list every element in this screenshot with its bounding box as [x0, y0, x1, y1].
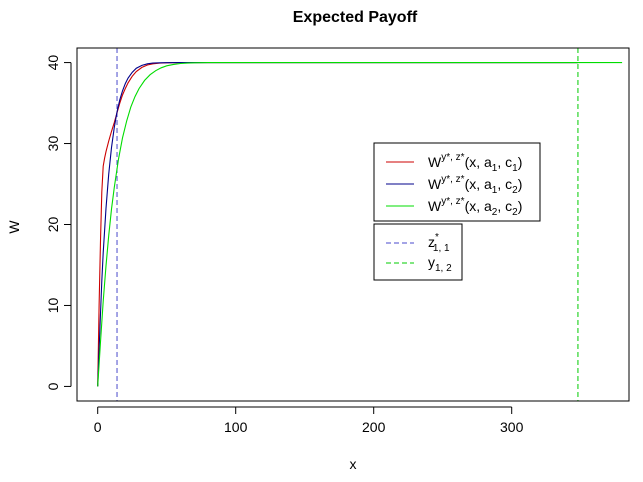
legend-label: Wy*, z*(x, a2, c2): [428, 196, 522, 218]
legend-label-part: *: [435, 232, 439, 243]
series-line: [97, 62, 623, 387]
legend-box: [373, 223, 463, 281]
legend-label-part: (x, a: [465, 176, 492, 192]
legend-label-part: ): [518, 154, 523, 170]
chart-title: Expected Payoff: [293, 9, 418, 26]
y-tick-label: 30: [45, 136, 61, 152]
legend-label: y1, 2: [428, 254, 452, 274]
legend-label-part: W: [428, 198, 442, 214]
legend-label-part: 1: [492, 185, 498, 196]
legend-label-part: , c: [497, 176, 512, 192]
y-tick-label: 40: [45, 55, 61, 71]
y-tick-label: 0: [45, 382, 61, 390]
legend-label-part: 1, 1: [433, 243, 450, 254]
legend-label-part: W: [428, 154, 442, 170]
x-axis-label: x: [350, 456, 357, 472]
series-line: [97, 62, 578, 387]
y-axis-label: W: [6, 220, 22, 234]
legend-label-part: y: [428, 254, 435, 270]
x-tick-label: 300: [500, 419, 524, 435]
legend-label-part: ): [518, 176, 523, 192]
y-tick-label: 20: [45, 217, 61, 233]
legend-label-part: z: [428, 234, 435, 250]
legend-label-part: (x, a: [465, 154, 492, 170]
legend-label-part: , c: [497, 198, 512, 214]
x-tick-label: 200: [362, 419, 386, 435]
legend-label-part: y*, z*: [441, 196, 464, 207]
y-tick-label: 10: [45, 297, 61, 313]
legend-label-part: 1: [492, 163, 498, 174]
x-tick-label: 0: [94, 419, 102, 435]
legend-label: Wy*, z*(x, a1, c2): [428, 174, 522, 196]
plot-frame: [76, 47, 630, 402]
reference-lines: [116, 48, 579, 401]
legend-label-part: 2: [512, 207, 518, 218]
series-lines: [97, 62, 623, 387]
legend-label-part: ): [518, 198, 523, 214]
legend-label-part: y*, z*: [441, 152, 464, 163]
legend-label: z* 1, 1: [428, 232, 450, 254]
axes: 0 100 200 300 0 10 20 30 40: [45, 55, 524, 435]
legend-label-part: 2: [492, 207, 498, 218]
legend-reference-lines: z* 1, 1y1, 2: [373, 223, 463, 281]
legend-label-part: (x, a: [465, 198, 492, 214]
series-line: [97, 62, 578, 387]
legend-box: [373, 142, 541, 222]
legend-label-part: y*, z*: [441, 174, 464, 185]
legend-label: Wy*, z*(x, a1, c1): [428, 152, 522, 174]
x-tick-label: 100: [224, 419, 248, 435]
legend-label-part: 2: [512, 185, 518, 196]
legend-label-part: 1: [512, 163, 518, 174]
legend-label-part: , c: [497, 154, 512, 170]
legend-label-part: 1, 2: [435, 263, 452, 274]
legend-label-part: W: [428, 176, 442, 192]
legend-series: Wy*, z*(x, a1, c1)Wy*, z*(x, a1, c2)Wy*,…: [373, 142, 541, 222]
